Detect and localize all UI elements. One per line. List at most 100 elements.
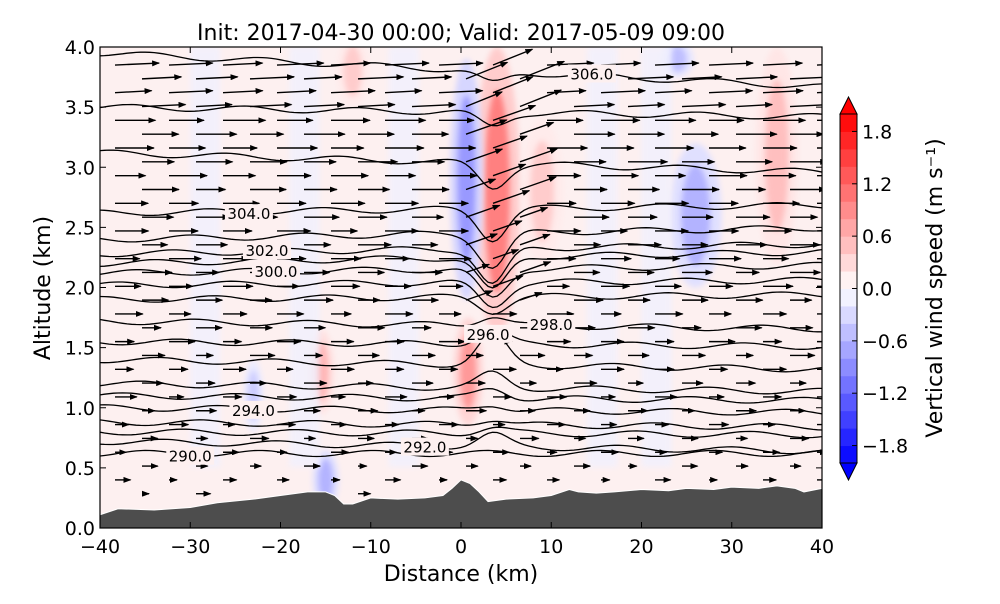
colorbar-tick-label: 0.0 xyxy=(862,279,892,301)
x-tick-label: 20 xyxy=(629,536,653,558)
wind-vector xyxy=(222,88,264,95)
wind-vector xyxy=(276,88,318,95)
wind-vector xyxy=(735,101,774,108)
colorbar[interactable]: 1.8 1.2 0.6 0.0 −0.6 −1.2 −1.8 xyxy=(839,95,908,482)
wind-vector xyxy=(465,263,491,274)
colorbar-band xyxy=(840,114,857,132)
wind-vector xyxy=(492,189,531,204)
x-tick-label: 0 xyxy=(455,536,467,558)
wind-vector xyxy=(114,88,153,95)
contour-label-bg xyxy=(400,437,449,456)
vertical-wind-core xyxy=(343,47,362,97)
contour-label: 298.0 xyxy=(530,316,573,334)
isentrope-contour xyxy=(100,248,822,289)
contour-label-bg xyxy=(251,261,300,280)
isentrope-contour xyxy=(100,51,822,89)
colorbar-band xyxy=(840,166,857,185)
colorbar-band xyxy=(840,271,857,289)
y-tick-label: 4.0 xyxy=(65,37,95,59)
wind-vector xyxy=(141,74,183,81)
colorbar-extend-max xyxy=(839,95,858,115)
wind-vector xyxy=(303,101,346,108)
vertical-wind-core xyxy=(681,164,711,266)
isentrope-contour xyxy=(100,387,822,404)
wind-vector xyxy=(465,61,509,80)
contour-label-bg xyxy=(166,446,215,465)
y-tick-label: 0.5 xyxy=(65,458,95,480)
isentrope-contour xyxy=(100,276,822,309)
y-tick-label: 1.5 xyxy=(65,338,95,360)
wind-vector xyxy=(546,88,587,95)
wind-vector xyxy=(519,291,543,301)
wind-vector xyxy=(627,101,666,108)
contour-label: 294.0 xyxy=(232,402,275,420)
colorbar-band xyxy=(840,393,857,412)
wind-vector xyxy=(222,60,264,67)
colorbar-extend-min xyxy=(839,462,858,482)
colorbar-band xyxy=(840,323,857,342)
x-tick-label: −30 xyxy=(170,536,210,558)
contour-label: 300.0 xyxy=(255,263,298,281)
colorbar-band xyxy=(840,253,857,272)
wind-vector xyxy=(492,275,524,287)
isentrope-contour xyxy=(100,426,822,439)
colorbar-tick-label: 1.8 xyxy=(862,121,892,143)
isentrope-contour xyxy=(100,202,822,243)
wind-vector xyxy=(681,74,723,81)
y-tick-label: 0.0 xyxy=(65,518,95,540)
wind-vector xyxy=(465,148,504,163)
contour-label-bg xyxy=(464,324,513,343)
colorbar-band xyxy=(840,201,857,220)
contour-label: 302.0 xyxy=(245,242,288,260)
wind-vector xyxy=(600,88,647,95)
wind-vector xyxy=(654,60,700,67)
wind-vector xyxy=(492,135,528,149)
wind-vector xyxy=(492,104,537,122)
wind-vector xyxy=(411,74,453,81)
colorbar-tick-label: 1.2 xyxy=(862,174,892,196)
contour-label: 290.0 xyxy=(169,448,212,466)
wind-vector xyxy=(519,89,563,108)
contour-label-bg xyxy=(567,64,616,83)
x-tick-label: 40 xyxy=(810,536,834,558)
colorbar-band xyxy=(840,305,857,324)
wind-vector xyxy=(492,249,520,260)
colorbar-tick-label: −1.8 xyxy=(862,436,908,458)
wind-vector xyxy=(519,60,566,80)
isentrope-contour xyxy=(100,419,822,431)
x-tick-label: −20 xyxy=(260,536,300,558)
isentrope-contour xyxy=(100,225,822,269)
wind-vector xyxy=(411,101,457,108)
colorbar-band xyxy=(840,410,857,429)
wind-vector xyxy=(681,101,727,108)
wind-vector xyxy=(789,76,822,80)
wind-vector xyxy=(816,91,822,94)
wind-vector xyxy=(276,60,325,67)
colorbar-tick-label: −1.2 xyxy=(862,383,908,405)
isentrope-contour xyxy=(100,449,822,458)
wind-vector xyxy=(465,290,494,301)
colorbar-band xyxy=(840,445,857,464)
wind-vector xyxy=(519,206,549,218)
colorbar-band xyxy=(840,375,857,394)
wind-vector xyxy=(789,104,822,108)
terrain xyxy=(100,479,822,528)
wind-vector xyxy=(303,74,343,81)
wind-vector xyxy=(357,101,396,108)
contour-label-bg xyxy=(242,241,291,260)
isentrope-contour xyxy=(100,331,822,373)
wind-vector xyxy=(519,176,557,191)
wind-vector xyxy=(708,60,755,67)
colorbar-tick-label: −0.6 xyxy=(862,331,908,353)
wind-vector xyxy=(519,233,551,246)
wind-vector xyxy=(519,148,558,163)
colorbar-band xyxy=(840,358,857,377)
y-tick-label: 2.5 xyxy=(65,217,95,239)
wind-vector xyxy=(735,74,779,81)
isentrope-contour xyxy=(100,149,822,190)
wind-vector xyxy=(114,60,161,67)
y-axis-label: Altitude (km) xyxy=(31,216,56,360)
isentrope-contour xyxy=(100,370,822,395)
contour-label-bg xyxy=(527,315,576,334)
y-tick-label: 3.0 xyxy=(65,157,95,179)
